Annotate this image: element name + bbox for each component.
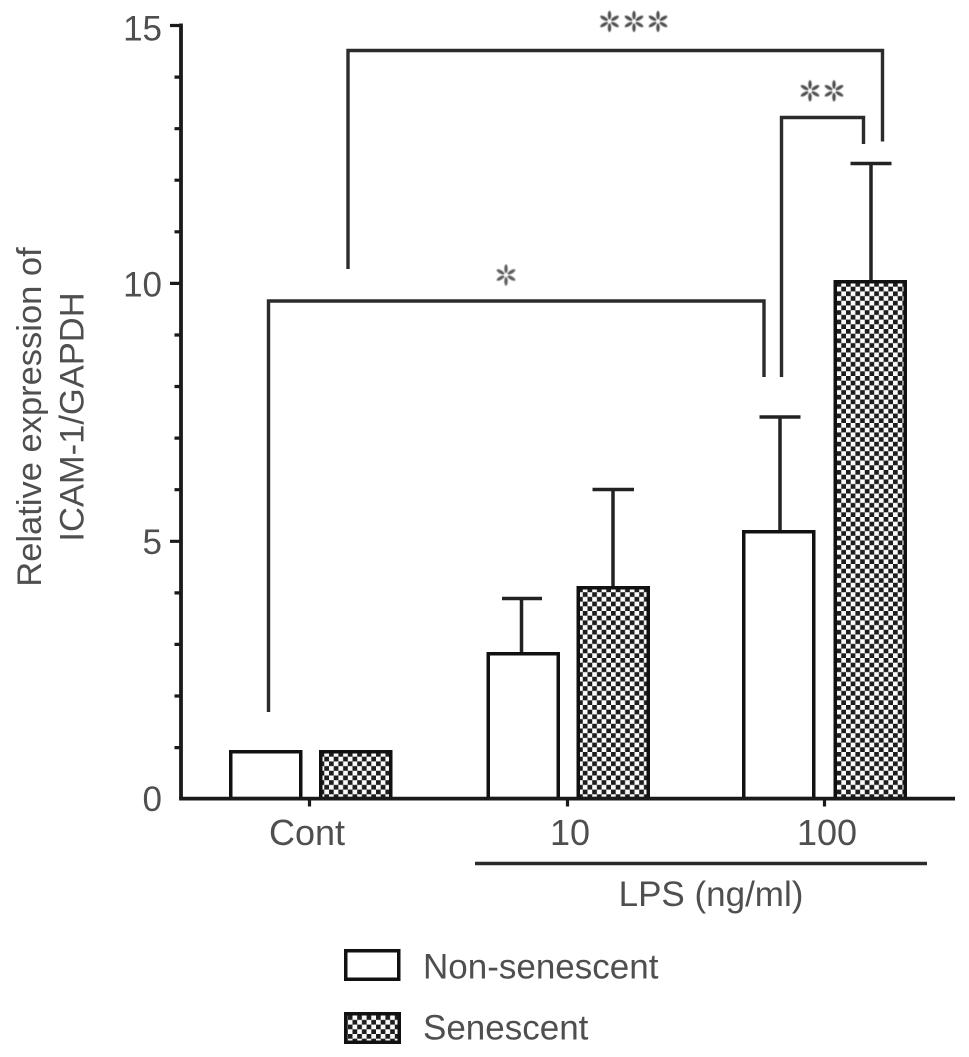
svg-text:10: 10 bbox=[123, 266, 162, 305]
svg-text:Cont: Cont bbox=[269, 812, 345, 853]
svg-text:Relative expression of: Relative expression of bbox=[11, 247, 49, 587]
svg-text:5: 5 bbox=[143, 523, 162, 562]
svg-text:100: 100 bbox=[797, 812, 857, 853]
svg-text:Non-senescent: Non-senescent bbox=[423, 948, 659, 987]
svg-text:LPS (ng/ml): LPS (ng/ml) bbox=[619, 875, 804, 914]
svg-text:10: 10 bbox=[550, 812, 590, 853]
svg-text:15: 15 bbox=[123, 10, 162, 49]
svg-text:0: 0 bbox=[143, 780, 162, 819]
svg-text:ICAM-1/GAPDH: ICAM-1/GAPDH bbox=[54, 292, 92, 541]
svg-text:Senescent: Senescent bbox=[423, 1009, 589, 1048]
